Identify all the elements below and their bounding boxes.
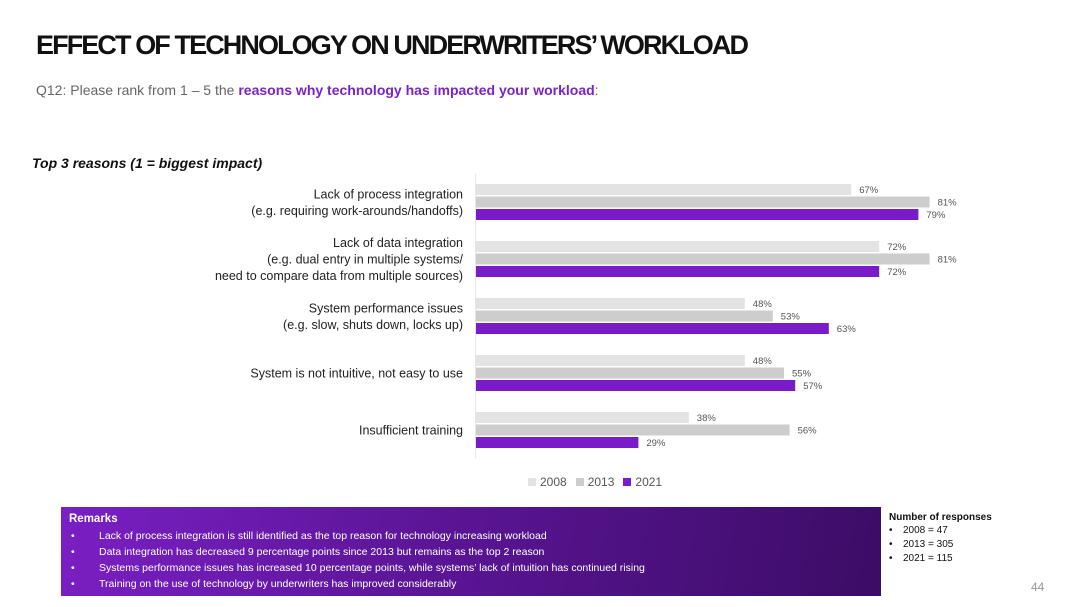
legend-item-2013: 2013 <box>575 475 615 489</box>
legend-label-2021: 2021 <box>635 475 663 489</box>
question-prefix: Q12: Please rank from 1 – 5 the <box>36 82 239 98</box>
data-label-2013-4: 56% <box>798 426 818 437</box>
question-suffix: : <box>594 82 599 98</box>
legend-swatch-2008 <box>528 478 536 486</box>
bar-2008-4 <box>476 412 689 423</box>
responses-list: 2008 = 47 2013 = 305 2021 = 115 <box>889 524 992 566</box>
legend-item-2008: 2008 <box>528 475 567 489</box>
data-label-2008-2: 48% <box>753 299 773 310</box>
data-label-2013-1: 81% <box>938 255 958 266</box>
category-label-3: System is not intuitive, not easy to use <box>250 367 463 381</box>
bar-2013-1 <box>476 253 930 265</box>
legend-swatch-2021 <box>623 478 632 486</box>
bar-2021-1 <box>476 266 880 277</box>
category-label-2: (e.g. slow, shuts down, locks up) <box>283 318 463 332</box>
category-label-4: Insufficient training <box>359 424 463 438</box>
bar-2008-2 <box>476 298 745 309</box>
question-highlight: reasons why technology has impacted your… <box>238 82 595 98</box>
legend-swatch-2013 <box>575 478 584 486</box>
bar-2008-1 <box>476 241 880 252</box>
category-label-2: System performance issues <box>309 301 463 315</box>
bar-chart: 67%81%79%Lack of process integration(e.g… <box>215 174 958 458</box>
data-label-2021-3: 57% <box>803 381 823 392</box>
chart-legend: 2008 2013 2021 <box>528 475 662 489</box>
data-label-2008-1: 72% <box>887 242 907 253</box>
remark-item: Lack of process integration is still ide… <box>69 528 873 544</box>
bar-2021-4 <box>476 437 639 448</box>
data-label-2013-0: 81% <box>938 198 958 209</box>
page-number: 44 <box>1031 580 1045 594</box>
category-label-0: (e.g. requiring work-arounds/handoffs) <box>251 204 463 218</box>
category-label-1: Lack of data integration <box>333 236 463 250</box>
remarks-title: Remarks <box>69 513 118 525</box>
bar-2013-3 <box>476 367 784 379</box>
bar-2008-0 <box>476 184 852 195</box>
bar-2013-0 <box>476 196 930 208</box>
data-label-2021-4: 29% <box>646 438 666 449</box>
bar-2008-3 <box>476 355 745 366</box>
question-text: Q12: Please rank from 1 – 5 the reasons … <box>36 82 599 98</box>
data-label-2008-0: 67% <box>859 185 879 196</box>
slide-title: EFFECT OF TECHNOLOGY ON UNDERWRITERS’ WO… <box>36 30 749 60</box>
bar-2021-3 <box>476 380 796 391</box>
response-item: 2013 = 305 <box>889 538 992 552</box>
remarks-box: Remarks Lack of process integration is s… <box>61 507 881 596</box>
legend-label-2008: 2008 <box>540 475 567 489</box>
data-label-2021-2: 63% <box>837 324 857 335</box>
data-label-2008-3: 48% <box>753 356 773 367</box>
category-label-1: need to compare data from multiple sourc… <box>215 269 463 283</box>
bar-2013-2 <box>476 310 773 322</box>
chart-title: Top 3 reasons (1 = biggest impact) <box>32 155 263 171</box>
data-label-2013-3: 55% <box>792 369 812 380</box>
remark-item: Data integration has decreased 9 percent… <box>69 544 873 560</box>
legend-item-2021: 2021 <box>623 475 662 489</box>
responses-box: Number of responses 2008 = 47 2013 = 305… <box>889 512 992 566</box>
category-label-0: Lack of process integration <box>314 187 463 201</box>
remark-item: Systems performance issues has increased… <box>69 560 873 576</box>
bar-2021-0 <box>476 209 919 220</box>
responses-title: Number of responses <box>889 512 992 523</box>
data-label-2008-4: 38% <box>697 413 717 424</box>
remark-item: Training on the use of technology by und… <box>69 576 873 592</box>
response-item: 2008 = 47 <box>889 524 992 538</box>
legend-label-2013: 2013 <box>587 475 615 489</box>
data-label-2013-2: 53% <box>781 312 801 323</box>
bar-2013-4 <box>476 424 790 436</box>
bar-2021-2 <box>476 323 829 334</box>
data-label-2021-0: 79% <box>926 210 946 221</box>
remarks-list: Lack of process integration is still ide… <box>69 528 873 592</box>
response-item: 2021 = 115 <box>889 552 992 566</box>
data-label-2021-1: 72% <box>887 267 907 278</box>
category-label-1: (e.g. dual entry in multiple systems/ <box>267 253 463 267</box>
